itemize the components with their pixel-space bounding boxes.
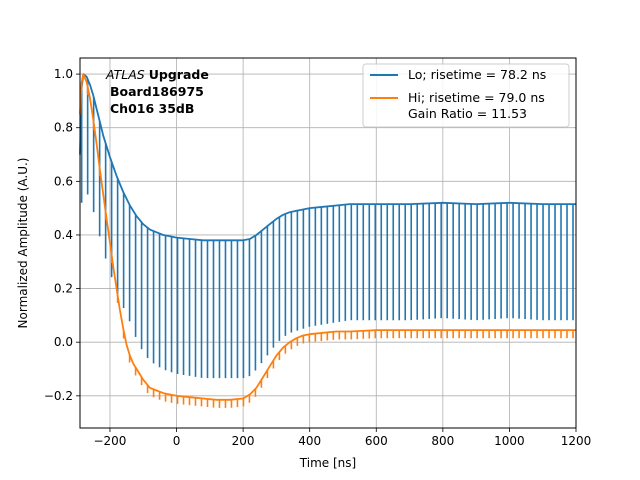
x-tick-label: 400 — [298, 434, 321, 448]
annotation-line-1: ATLAS Upgrade — [105, 67, 209, 82]
axes-frame — [79, 57, 577, 429]
x-tick-label: 0 — [173, 434, 181, 448]
annotation-channel: Ch016 35dB — [110, 101, 194, 116]
x-tick-label: 600 — [365, 434, 388, 448]
y-tick-label: 0.0 — [54, 335, 73, 349]
y-tick-label: 0.4 — [54, 228, 73, 242]
legend-box — [362, 63, 570, 128]
legend-label-hi-line-2: Gain Ratio = 11.53 — [408, 106, 527, 121]
annotation-upgrade: Upgrade — [149, 67, 209, 82]
x-tick-label: 1000 — [494, 434, 525, 448]
series-spikes-lo — [80, 79, 574, 379]
plot-area: −200 0 200 400 600 800 1000 1200 −0.2 0.0 0.2 0.4 0… — [44, 57, 591, 448]
y-axis-ticks: −0.2 0.0 0.2 0.4 0.6 0.8 1.0 — [44, 67, 80, 403]
series-line-hi — [79, 73, 576, 401]
x-tick-label: −200 — [93, 434, 126, 448]
x-axis-ticks: −200 0 200 400 600 800 1000 1200 — [93, 428, 591, 448]
annotation-board: Board186975 — [110, 84, 204, 99]
series-layer — [79, 73, 576, 408]
x-tick-label: 800 — [431, 434, 454, 448]
y-tick-label: 0.2 — [54, 282, 73, 296]
y-tick-label: 0.6 — [54, 174, 73, 188]
legend-label-lo: Lo; risetime = 78.2 ns — [408, 67, 546, 82]
x-tick-label: 200 — [232, 434, 255, 448]
annotation-atlas: ATLAS — [105, 67, 145, 82]
y-tick-label: −0.2 — [44, 389, 73, 403]
legend-label-hi-line-1: Hi; risetime = 79.0 ns — [408, 90, 545, 105]
y-tick-label: 0.8 — [54, 121, 73, 135]
legend-label-hi: Hi; risetime = 79.0 ns Gain Ratio = 11.5… — [408, 90, 549, 121]
series-spikes-hi — [80, 82, 574, 408]
y-tick-label: 1.0 — [54, 67, 73, 81]
series-line-lo — [79, 73, 576, 242]
legend: Lo; risetime = 78.2 ns Hi; risetime = 79… — [362, 63, 570, 128]
y-axis-label: Normalized Amplitude (A.U.) — [16, 158, 30, 329]
x-axis-label: Time [ns] — [299, 456, 356, 470]
x-tick-label: 1200 — [561, 434, 592, 448]
annotation: ATLAS Upgrade Board186975 Ch016 35dB — [105, 67, 209, 116]
